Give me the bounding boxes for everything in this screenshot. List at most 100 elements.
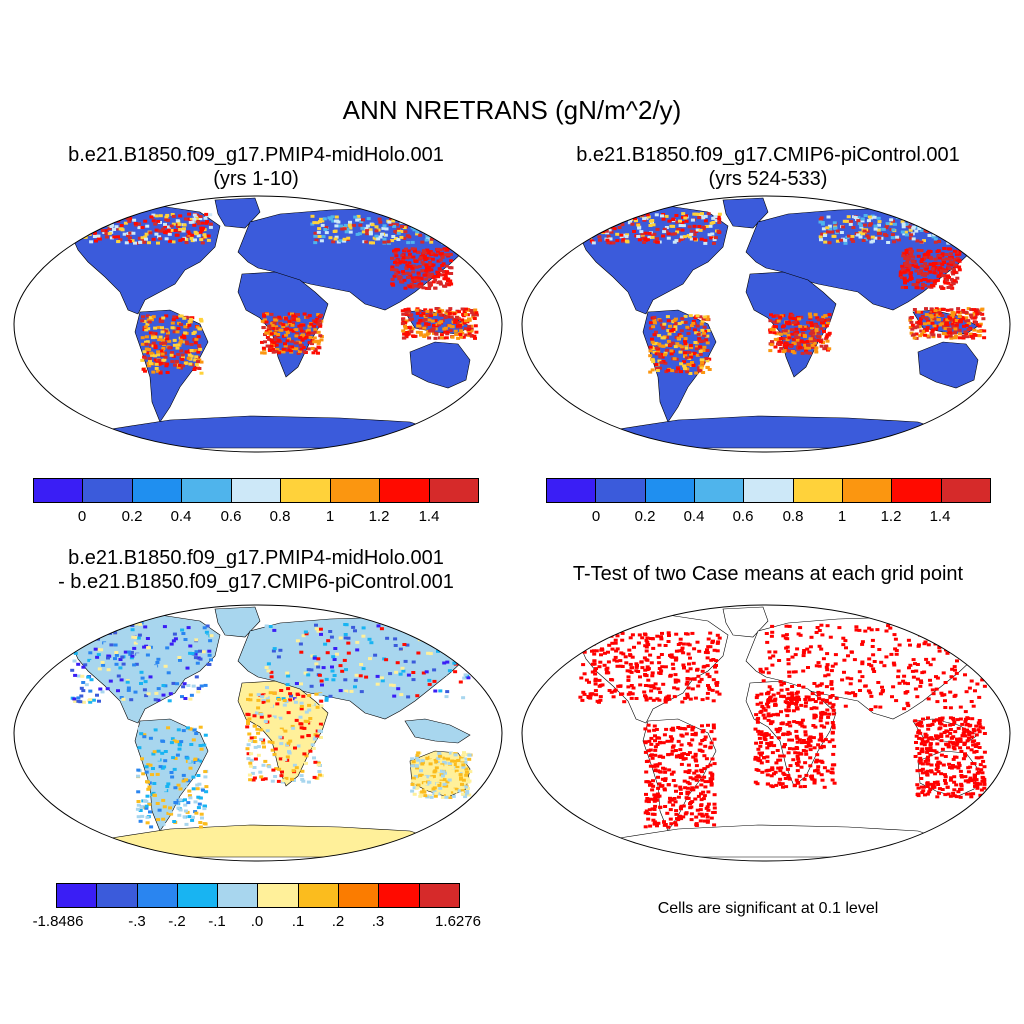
grid-cell <box>150 318 154 322</box>
grid-cell <box>684 219 689 223</box>
grid-cell <box>450 335 455 339</box>
grid-cell <box>437 310 442 313</box>
grid-cell <box>775 712 780 716</box>
grid-cell <box>421 228 426 232</box>
grid-cell <box>627 669 632 673</box>
grid-cell <box>443 761 448 765</box>
grid-cell <box>673 680 678 684</box>
grid-cell <box>187 212 192 216</box>
grid-cell <box>812 338 817 342</box>
grid-cell <box>815 324 820 328</box>
grid-cell <box>919 221 924 225</box>
grid-cell <box>468 235 473 239</box>
grid-cell <box>776 342 780 346</box>
grid-cell <box>166 228 171 232</box>
grid-cell <box>319 239 324 243</box>
grid-cell <box>433 336 438 340</box>
grid-cell <box>460 307 465 311</box>
grid-cell <box>175 753 180 757</box>
grid-cell <box>807 351 812 355</box>
grid-cell <box>151 237 156 241</box>
grid-cell <box>680 228 685 232</box>
grid-cell <box>699 804 704 808</box>
grid-cell <box>709 816 714 820</box>
grid-cell <box>433 689 438 693</box>
grid-cell <box>352 223 356 227</box>
grid-cell <box>398 672 403 676</box>
grid-cell <box>272 691 277 695</box>
grid-cell <box>648 326 653 330</box>
grid-cell <box>813 700 818 703</box>
grid-cell <box>331 240 336 244</box>
grid-cell <box>427 283 432 287</box>
grid-cell <box>445 282 449 286</box>
grid-cell <box>410 782 415 786</box>
grid-cell <box>308 721 312 725</box>
grid-cell <box>334 235 339 239</box>
grid-cell <box>964 311 969 315</box>
grid-cell <box>109 225 114 228</box>
grid-cell <box>256 706 261 710</box>
grid-cell <box>406 215 411 219</box>
grid-cell <box>910 327 915 331</box>
grid-cell <box>592 652 597 656</box>
grid-cell <box>284 348 289 352</box>
grid-cell <box>169 771 174 774</box>
grid-cell <box>682 235 687 239</box>
grid-cell <box>117 215 122 219</box>
grid-cell <box>771 654 776 658</box>
grid-cell <box>842 670 846 674</box>
grid-cell <box>144 770 149 774</box>
grid-cell <box>682 364 687 368</box>
grid-cell <box>652 333 657 337</box>
grid-cell <box>628 654 633 658</box>
grid-cell <box>652 342 657 346</box>
grid-cell <box>824 685 829 689</box>
grid-cell <box>160 739 165 743</box>
grid-cell <box>650 358 655 362</box>
grid-cell <box>690 687 695 691</box>
grid-cell <box>448 751 453 755</box>
grid-cell <box>434 760 439 764</box>
grid-cell <box>296 696 301 699</box>
grid-cell <box>193 341 198 345</box>
grid-cell <box>453 759 458 763</box>
grid-cell <box>690 324 694 328</box>
grid-cell <box>935 215 940 219</box>
grid-cell <box>167 339 172 343</box>
grid-cell <box>582 636 587 640</box>
grid-cell <box>276 779 281 783</box>
grid-cell <box>199 747 204 751</box>
grid-cell <box>360 226 365 230</box>
grid-cell <box>650 637 655 640</box>
grid-cell <box>419 633 424 637</box>
grid-cell <box>940 252 945 256</box>
grid-cell <box>977 312 982 315</box>
grid-cell <box>153 665 158 669</box>
grid-cell <box>776 766 781 770</box>
grid-cell <box>452 312 457 316</box>
grid-cell <box>128 652 133 656</box>
grid-cell <box>278 729 283 733</box>
grid-cell <box>705 648 709 652</box>
grid-cell <box>809 339 814 343</box>
grid-cell <box>785 732 790 736</box>
grid-cell <box>645 668 650 671</box>
grid-cell <box>698 228 703 232</box>
grid-cell <box>339 224 343 228</box>
grid-cell <box>404 216 409 220</box>
grid-cell <box>423 333 428 337</box>
grid-cell <box>252 714 257 718</box>
grid-cell <box>384 658 389 662</box>
grid-cell <box>940 269 944 273</box>
grid-cell <box>957 265 962 269</box>
grid-cell <box>158 214 163 218</box>
grid-cell <box>194 216 199 220</box>
grid-cell <box>774 727 779 731</box>
grid-cell <box>376 237 381 241</box>
grid-cell <box>666 753 671 757</box>
grid-cell <box>374 668 379 672</box>
grid-cell <box>189 693 194 697</box>
grid-cell <box>432 324 436 327</box>
grid-cell <box>684 356 689 360</box>
